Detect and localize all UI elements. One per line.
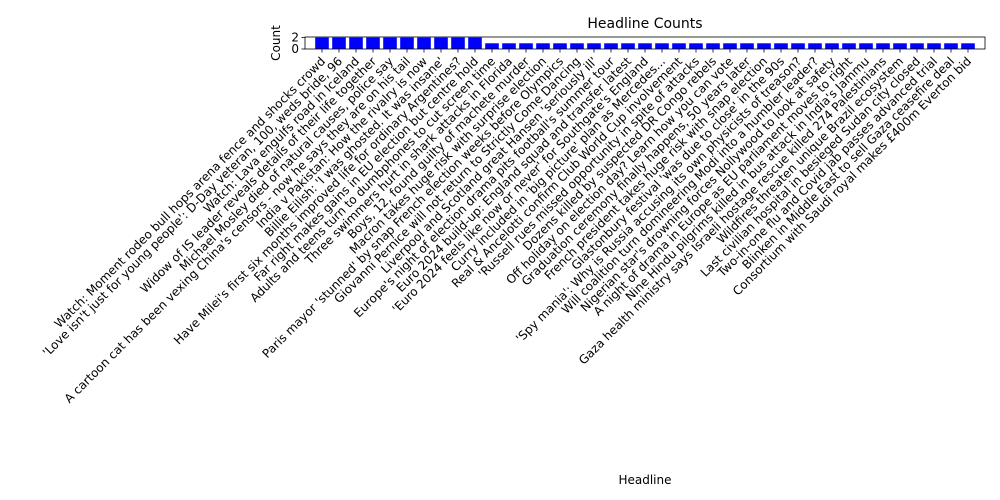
chart-title: Headline Counts [587,16,702,32]
bar [961,43,975,49]
bar [757,43,771,49]
bar [468,37,482,49]
bar [604,43,618,49]
y-axis-label: Count [269,25,283,61]
bar [570,43,584,49]
bar [638,43,652,49]
bar [842,43,856,49]
bar [621,43,635,49]
bar [400,37,414,49]
bar [349,37,363,49]
bar [774,43,788,49]
bar [723,43,737,49]
bar [434,37,448,49]
bar [859,43,873,49]
bar [655,43,669,49]
bar [740,43,754,49]
y-tick-label: 2 [291,31,299,45]
bar [519,43,533,49]
y-tick-label: 0 [291,42,299,56]
bar [553,43,567,49]
bar [689,43,703,49]
bar [706,43,720,49]
bar [825,43,839,49]
bar [808,43,822,49]
bar [944,43,958,49]
bar [451,37,465,49]
bar [485,43,499,49]
bar [383,37,397,49]
bar [927,43,941,49]
bar [417,37,431,49]
bar [332,37,346,49]
bar [876,43,890,49]
x-axis-label: Headline [618,473,671,487]
bar [587,43,601,49]
bar [791,43,805,49]
bar [502,43,516,49]
bar [910,43,924,49]
bar [536,43,550,49]
bar [672,43,686,49]
bar [315,37,329,49]
bar [366,37,380,49]
bar [893,43,907,49]
